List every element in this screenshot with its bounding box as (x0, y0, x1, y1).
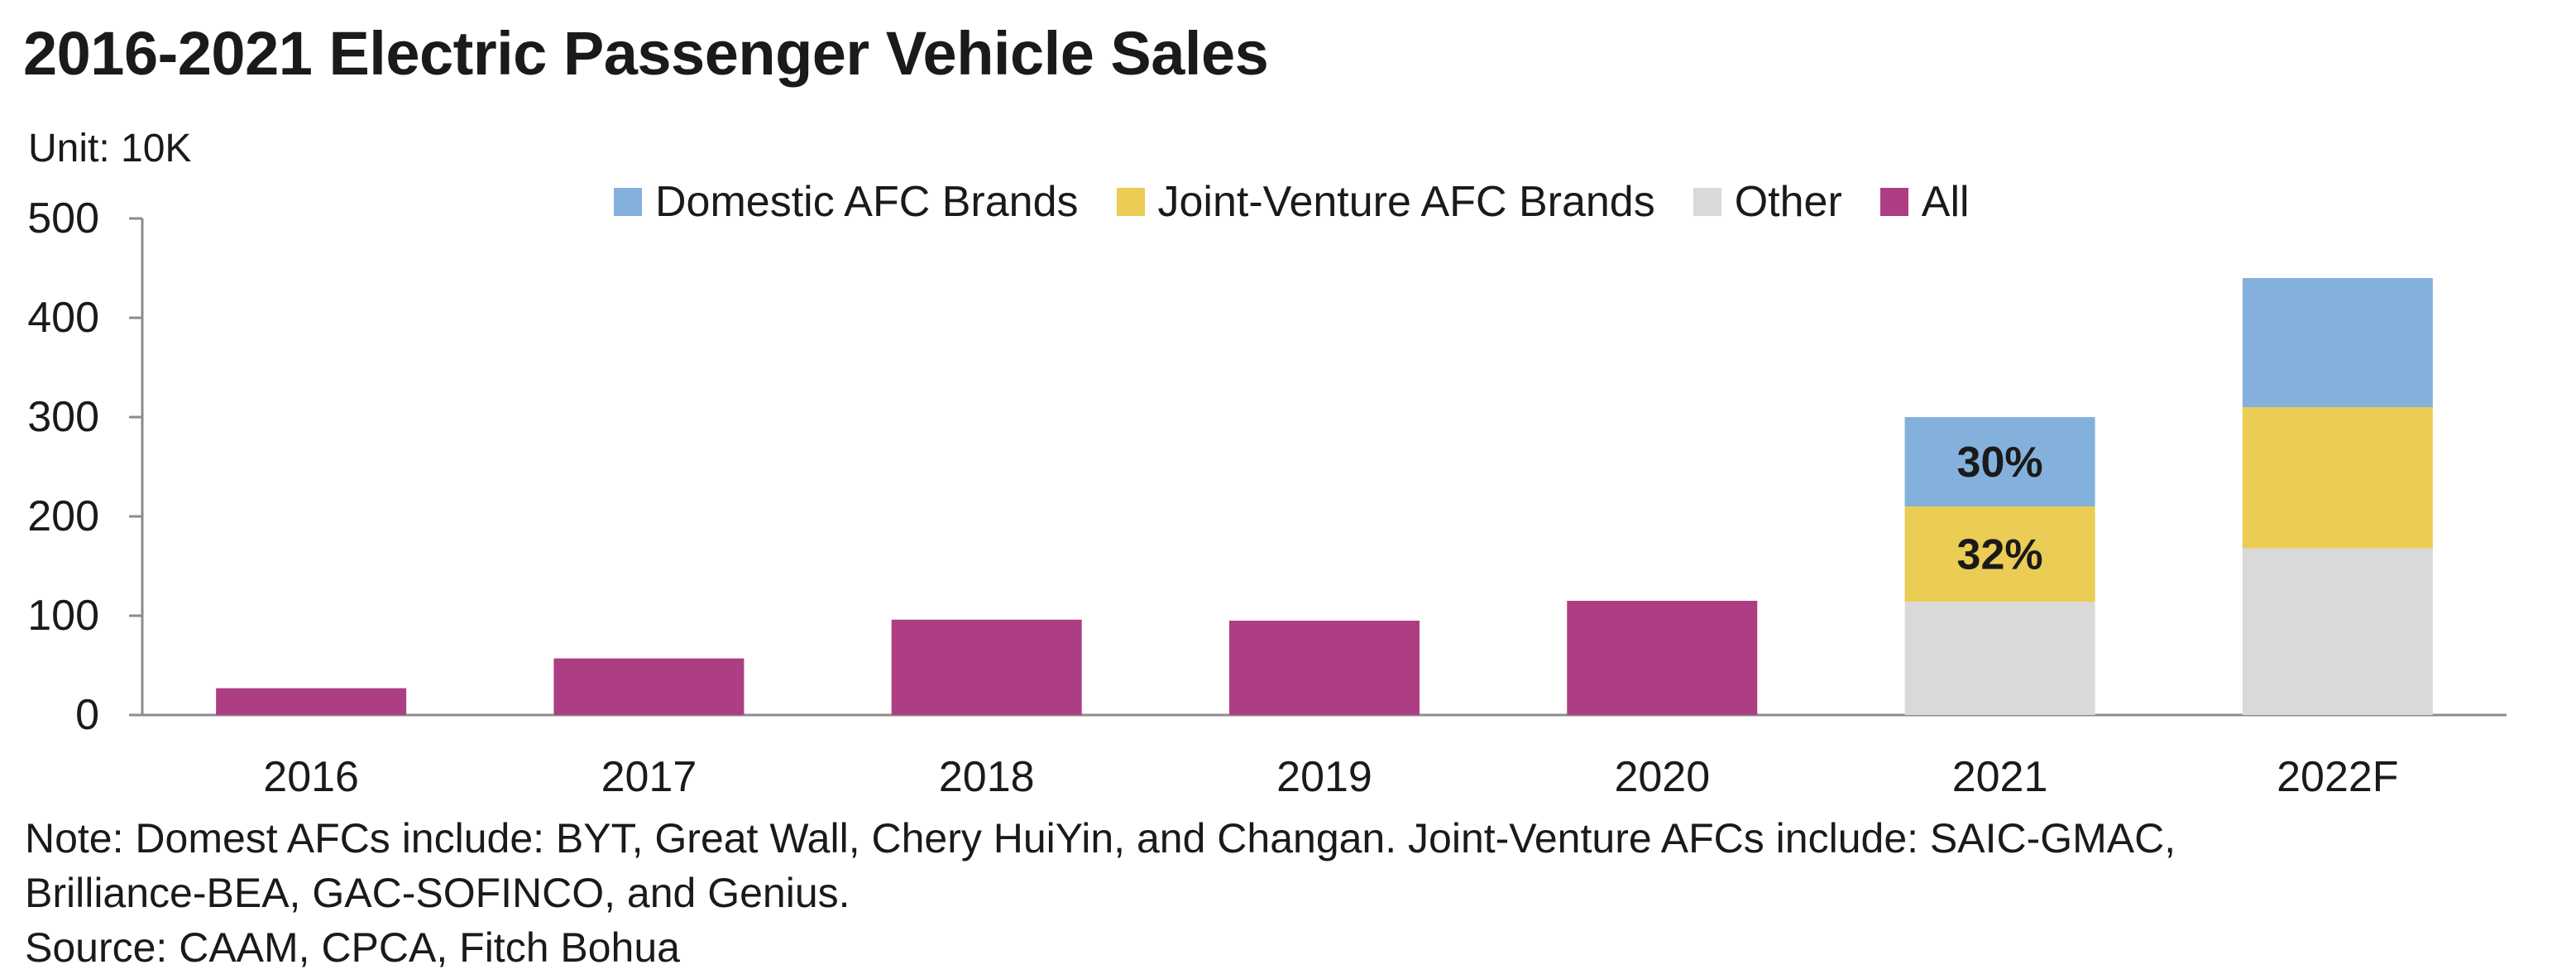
chart-title: 2016-2021 Electric Passenger Vehicle Sal… (23, 19, 1269, 88)
legend-swatch-joint-venture (1116, 188, 1145, 216)
legend: Domestic AFC Brands Joint-Venture AFC Br… (614, 177, 2008, 227)
data-label-domestic-afc-brands-2021: 30% (1957, 439, 2043, 487)
unit-label: Unit: 10K (28, 127, 192, 170)
y-tick-label: 200 (27, 492, 99, 540)
footnote: Note: Domest AFCs include: BYT, Great Wa… (25, 811, 2556, 975)
bar-other-2022f (2242, 548, 2433, 715)
legend-item-other: Other (1693, 177, 1842, 227)
bar-domestic-afc-brands-2021 (1904, 417, 2095, 506)
legend-label-domestic: Domestic AFC Brands (655, 178, 1079, 226)
legend-swatch-all (1879, 188, 1908, 216)
x-tick-label: 2017 (601, 753, 697, 801)
bar-all-2019 (1229, 621, 1420, 715)
x-tick-label: 2021 (1952, 753, 2048, 801)
x-tick-label: 2019 (1276, 753, 1372, 801)
note-line-2: Brilliance-BEA, GAC-SOFINCO, and Genius. (25, 870, 850, 916)
legend-item-domestic: Domestic AFC Brands (614, 177, 1079, 227)
bar-joint-venture-afc-brands-2022f (2242, 407, 2433, 549)
legend-label-other: Other (1734, 178, 1842, 226)
legend-item-joint-venture: Joint-Venture AFC Brands (1116, 177, 1655, 227)
bar-all-2016 (216, 688, 407, 715)
y-tick-label: 400 (27, 294, 99, 342)
bar-chart: 0 100 200 300 400 500 2016 2017 2018 2019 2020 32% 3… (27, 194, 2507, 801)
y-tick-label: 0 (75, 691, 99, 739)
bar-all-2018 (891, 619, 1082, 715)
bar-domestic-afc-brands-2022f (2242, 278, 2433, 407)
source-line: Source: CAAM, CPCA, Fitch Bohua (25, 924, 680, 971)
legend-label-all: All (1921, 178, 1970, 226)
x-tick-label: 2016 (263, 753, 359, 801)
bar-all-2017 (553, 658, 745, 715)
bar-other-2021 (1904, 602, 2095, 715)
legend-swatch-domestic (614, 188, 642, 216)
data-label-joint-venture-afc-brands-2021: 32% (1957, 531, 2043, 579)
x-tick-label: 2020 (1614, 753, 1710, 801)
x-tick-label: 2018 (939, 753, 1035, 801)
legend-item-all: All (1879, 177, 1970, 227)
bar-joint-venture-afc-brands-2021 (1904, 506, 2095, 602)
bar-all-2020 (1567, 601, 1758, 715)
note-line-1: Note: Domest AFCs include: BYT, Great Wa… (25, 815, 2176, 861)
legend-swatch-other (1693, 188, 1721, 216)
legend-label-joint-venture: Joint-Venture AFC Brands (1157, 178, 1655, 226)
y-tick-label: 500 (27, 194, 99, 242)
y-tick-label: 100 (27, 592, 99, 640)
y-tick-label: 300 (27, 393, 99, 441)
x-tick-label: 2022F (2277, 753, 2398, 801)
